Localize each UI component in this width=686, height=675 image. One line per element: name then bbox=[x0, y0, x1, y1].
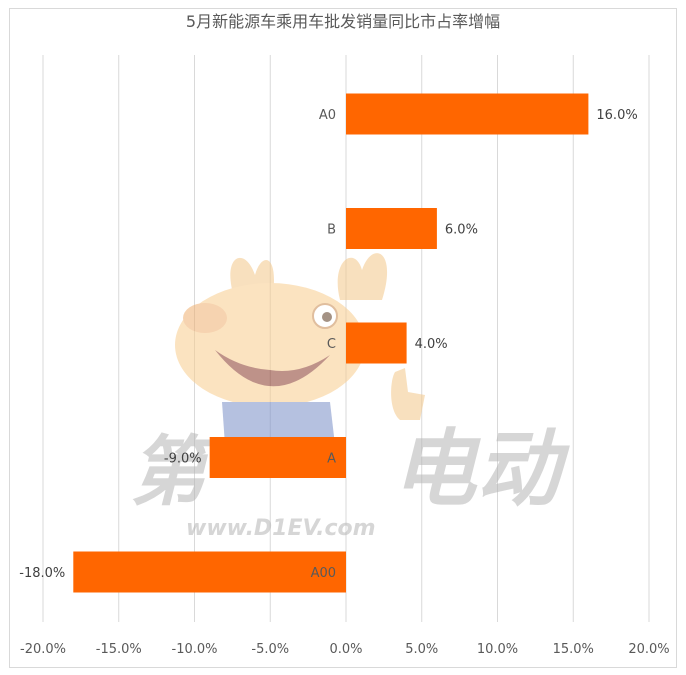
category-label: A0 bbox=[319, 108, 336, 123]
data-label: 16.0% bbox=[596, 108, 637, 123]
bar-a0 bbox=[346, 93, 589, 135]
data-label: 4.0% bbox=[415, 337, 448, 352]
x-tick-label: -20.0% bbox=[20, 642, 66, 657]
bar-a bbox=[209, 437, 346, 478]
x-tick-label: -5.0% bbox=[251, 642, 289, 657]
data-label: 6.0% bbox=[445, 223, 478, 238]
category-label: B bbox=[327, 223, 336, 238]
chart-title: 5月新能源车乘用车批发销量同比市占率增幅 bbox=[185, 12, 501, 31]
x-axis-ticks: -20.0% -15.0% -10.0% -5.0% 0.0% 5.0% 10.0% 15.0… bbox=[20, 642, 670, 657]
labels: A0 16.0% B 6.0% C 4.0% A -9.0% A00 -18.0% bbox=[19, 108, 637, 581]
x-tick-label: 0.0% bbox=[329, 642, 362, 657]
x-tick-label: 10.0% bbox=[477, 642, 518, 657]
x-tick-label: 15.0% bbox=[553, 642, 594, 657]
x-tick-label: 20.0% bbox=[628, 642, 669, 657]
watermark-logo: 第 电动 www.D1EV.com bbox=[130, 253, 570, 541]
bar-b bbox=[346, 208, 437, 249]
x-tick-label: -10.0% bbox=[172, 642, 218, 657]
category-label: C bbox=[327, 337, 336, 352]
x-tick-label: 5.0% bbox=[405, 642, 438, 657]
bars bbox=[73, 93, 589, 593]
category-label: A bbox=[327, 452, 336, 467]
deer-mascot-icon bbox=[175, 253, 425, 445]
watermark-url: www.D1EV.com bbox=[186, 516, 376, 541]
bar-a00 bbox=[73, 551, 347, 593]
watermark-char-left: 第 bbox=[130, 427, 218, 516]
data-label: -18.0% bbox=[19, 566, 65, 581]
bar-c bbox=[346, 322, 407, 364]
data-label: -9.0% bbox=[164, 452, 202, 467]
category-label: A00 bbox=[311, 566, 336, 581]
watermark-chars-right: 电动 bbox=[392, 420, 570, 518]
x-tick-label: -15.0% bbox=[96, 642, 142, 657]
